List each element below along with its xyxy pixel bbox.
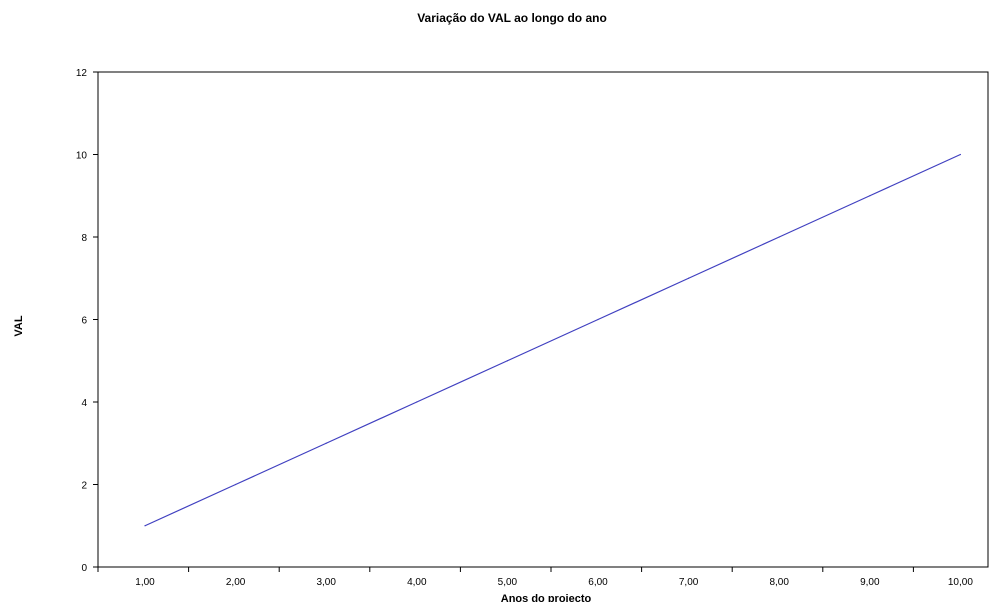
y-tick-label: 4 [81,398,87,409]
data-point [688,277,690,279]
data-point [506,360,508,362]
y-tick-label: 2 [81,481,87,492]
y-tick-label: 8 [81,233,87,244]
x-tick-label: 7,00 [679,577,699,588]
data-point [597,318,599,321]
series-line [144,153,961,527]
x-tick-label: 4,00 [407,577,427,588]
x-tick-label: 1,00 [135,577,155,588]
chart-title: Variação do VAL ao longo do ano [417,11,607,25]
y-axis: 0 2 4 6 8 10 12 [76,68,98,574]
data-point [144,525,146,527]
y-tick-label: 6 [81,316,87,327]
series-layer [144,153,962,527]
x-tick-label: 5,00 [498,577,518,588]
data-point [959,153,962,156]
x-tick-label: 3,00 [316,577,336,588]
x-tick-label: 9,00 [860,577,880,588]
x-tick-label: 6,00 [588,577,608,588]
data-point [869,195,871,197]
plot-area [97,71,989,568]
x-tick-label: 8,00 [769,577,789,588]
data-point [235,483,237,486]
x-axis-label: Anos do projecto [501,593,592,602]
data-point [416,401,418,403]
data-point [325,442,327,444]
data-point [778,236,780,238]
x-tick-label: 2,00 [226,577,246,588]
y-tick-label: 12 [76,68,88,79]
x-axis: 1,00 2,00 3,00 4,00 5,00 6,00 7,00 8,00 9,00 10,0… [97,567,973,588]
y-tick-label: 0 [81,563,87,574]
y-tick-label: 10 [76,151,88,162]
y-axis-label: VAL [13,315,25,336]
x-tick-label: 10,00 [948,577,973,588]
